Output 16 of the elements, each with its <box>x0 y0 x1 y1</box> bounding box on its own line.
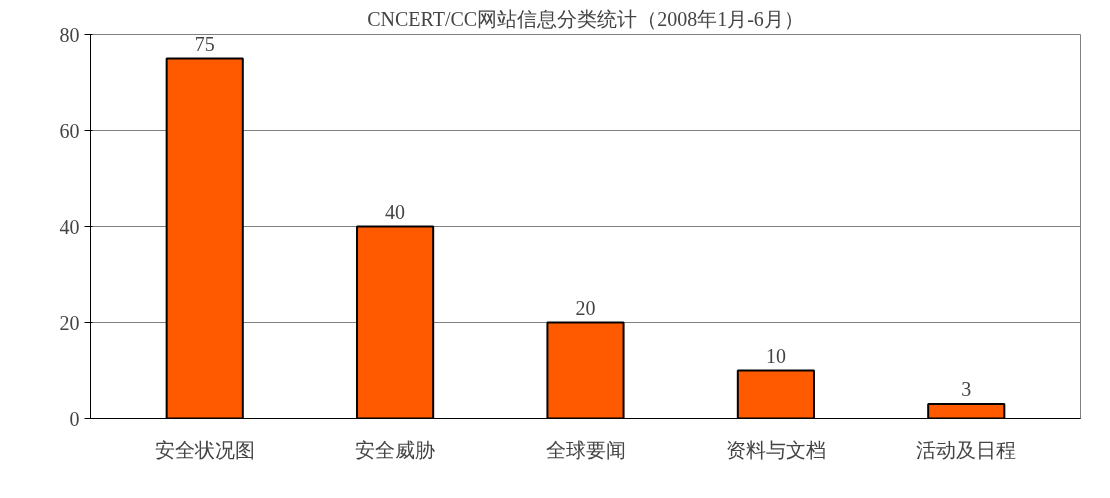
x-tick-label: 资料与文档 <box>725 438 826 461</box>
data-label: 20 <box>575 296 596 319</box>
data-label: 75 <box>194 32 215 55</box>
x-tick-label: 全球要闻 <box>545 438 626 461</box>
x-tick-label: 安全状况图 <box>154 438 255 461</box>
data-label: 40 <box>385 200 406 223</box>
x-tick-label: 安全威胁 <box>355 438 436 461</box>
x-tick-label: 活动及日程 <box>916 438 1017 461</box>
y-tick-label: 60 <box>59 119 80 142</box>
data-label: 10 <box>765 344 786 367</box>
chart-title: CNCERT/CC网站信息分类统计（2008年1月-6月） <box>367 7 804 30</box>
data-label: 3 <box>961 378 972 401</box>
y-tick-label: 0 <box>69 407 80 430</box>
y-tick-label: 80 <box>59 23 80 46</box>
y-tick-label: 40 <box>59 215 80 238</box>
y-tick-label: 20 <box>59 311 80 334</box>
